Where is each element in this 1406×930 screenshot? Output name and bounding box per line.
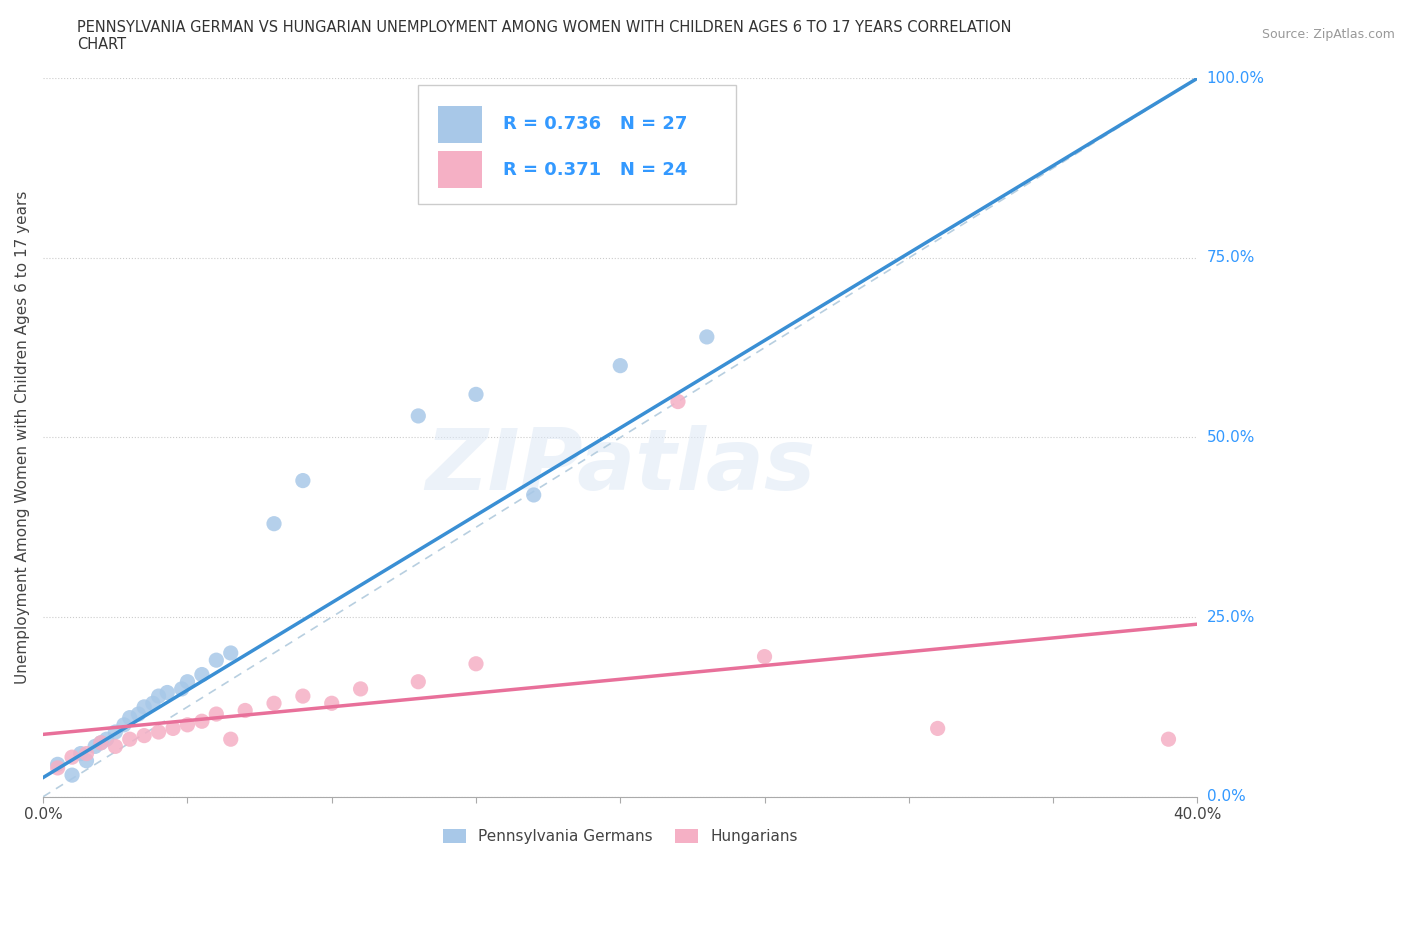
Point xyxy=(1157,732,1180,747)
Point xyxy=(233,703,256,718)
Text: R = 0.371   N = 24: R = 0.371 N = 24 xyxy=(502,161,688,179)
Point xyxy=(162,721,184,736)
Point xyxy=(666,394,689,409)
Text: 100.0%: 100.0% xyxy=(1206,71,1264,86)
Point xyxy=(205,707,228,722)
Point xyxy=(127,707,149,722)
Point xyxy=(148,724,170,739)
Point xyxy=(84,739,107,754)
Text: PENNSYLVANIA GERMAN VS HUNGARIAN UNEMPLOYMENT AMONG WOMEN WITH CHILDREN AGES 6 T: PENNSYLVANIA GERMAN VS HUNGARIAN UNEMPLO… xyxy=(77,20,1012,35)
Point xyxy=(408,408,430,423)
Point xyxy=(291,473,314,488)
Point xyxy=(609,358,631,373)
Point xyxy=(69,746,91,761)
Legend: Pennsylvania Germans, Hungarians: Pennsylvania Germans, Hungarians xyxy=(436,823,804,850)
Point xyxy=(104,739,127,754)
Point xyxy=(170,682,193,697)
Text: CHART: CHART xyxy=(77,37,127,52)
Point xyxy=(46,757,69,772)
Point xyxy=(112,717,135,732)
Point xyxy=(191,714,214,729)
Point xyxy=(156,685,179,700)
FancyBboxPatch shape xyxy=(437,106,482,143)
Point xyxy=(76,753,98,768)
Point xyxy=(148,688,170,703)
Point xyxy=(90,736,112,751)
Point xyxy=(219,645,242,660)
Point xyxy=(205,653,228,668)
Point xyxy=(408,674,430,689)
Text: 25.0%: 25.0% xyxy=(1206,609,1256,625)
Text: Source: ZipAtlas.com: Source: ZipAtlas.com xyxy=(1261,28,1395,41)
Point xyxy=(321,696,343,711)
Point xyxy=(349,682,371,697)
Point xyxy=(176,717,198,732)
FancyBboxPatch shape xyxy=(437,151,482,188)
Point xyxy=(90,736,112,751)
Point xyxy=(60,767,83,782)
Point xyxy=(263,696,285,711)
Point xyxy=(104,724,127,739)
Point xyxy=(523,487,546,502)
Point xyxy=(134,728,156,743)
Point xyxy=(46,761,69,776)
Point xyxy=(134,699,156,714)
Point xyxy=(142,696,165,711)
Point xyxy=(754,649,776,664)
Point xyxy=(118,711,141,725)
Y-axis label: Unemployment Among Women with Children Ages 6 to 17 years: Unemployment Among Women with Children A… xyxy=(15,191,30,684)
Point xyxy=(76,746,98,761)
Text: ZIPatlas: ZIPatlas xyxy=(425,425,815,508)
Point xyxy=(465,657,488,671)
Point xyxy=(696,329,718,344)
Text: 50.0%: 50.0% xyxy=(1206,430,1256,445)
Point xyxy=(263,516,285,531)
Point xyxy=(219,732,242,747)
Point xyxy=(118,732,141,747)
Text: R = 0.736   N = 27: R = 0.736 N = 27 xyxy=(502,115,688,133)
Point xyxy=(96,732,118,747)
FancyBboxPatch shape xyxy=(419,86,735,204)
Point xyxy=(176,674,198,689)
Point xyxy=(1074,162,1097,177)
Point xyxy=(1074,117,1097,132)
Point xyxy=(465,387,488,402)
Point xyxy=(60,750,83,764)
Text: 0.0%: 0.0% xyxy=(1206,790,1246,804)
Point xyxy=(291,688,314,703)
Point xyxy=(191,667,214,682)
Text: 75.0%: 75.0% xyxy=(1206,250,1256,265)
Point xyxy=(927,721,949,736)
